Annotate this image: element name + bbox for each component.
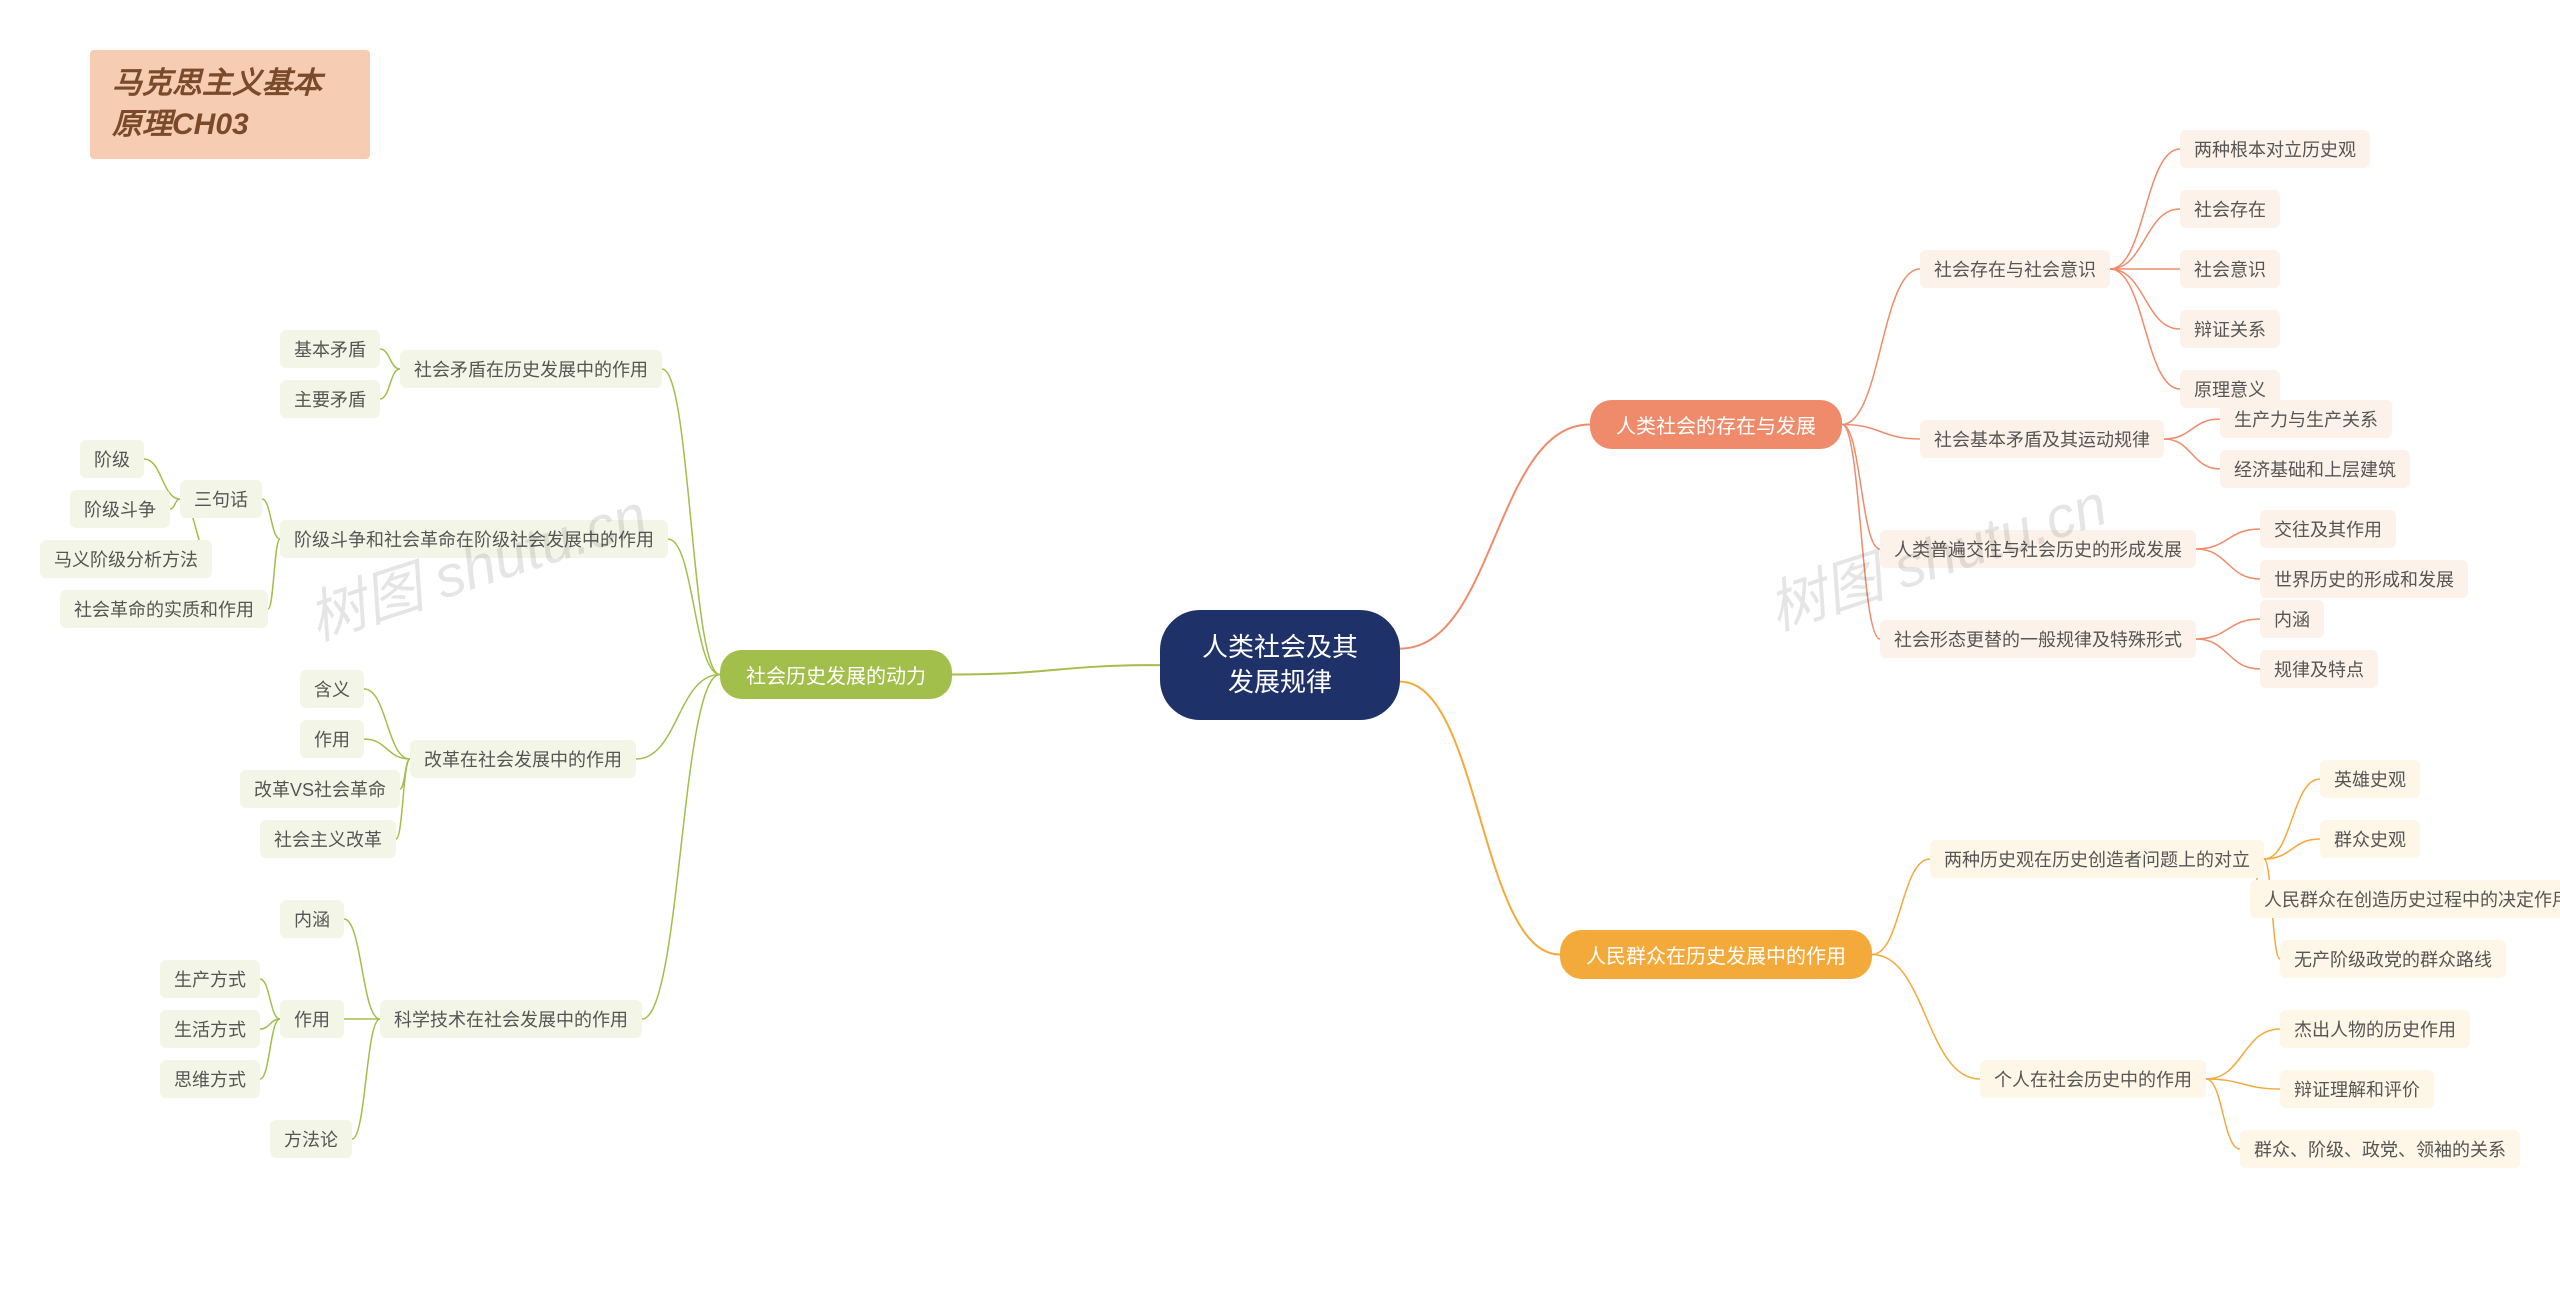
node-人类普遍交往与社会历史的形成发展: 人类普遍交往与社会历史的形成发展 [1880,530,2196,568]
center-node: 人类社会及其发展规律 [1160,610,1400,720]
node-马义阶级分析方法: 马义阶级分析方法 [40,540,212,578]
node-阶级: 阶级 [80,440,144,478]
node-规律及特点: 规律及特点 [2260,650,2378,688]
node-社会矛盾在历史发展中的作用: 社会矛盾在历史发展中的作用 [400,350,662,388]
node-两种根本对立历史观: 两种根本对立历史观 [2180,130,2370,168]
node-内涵: 内涵 [2260,600,2324,638]
node-内涵: 内涵 [280,900,344,938]
node-无产阶级政党的群众路线: 无产阶级政党的群众路线 [2280,940,2506,978]
node-辩证理解和评价: 辩证理解和评价 [2280,1070,2434,1108]
node-生产力与生产关系: 生产力与生产关系 [2220,400,2392,438]
node-经济基础和上层建筑: 经济基础和上层建筑 [2220,450,2410,488]
page-title: 马克思主义基本原理CH03 [90,50,370,159]
node-社会存在: 社会存在 [2180,190,2280,228]
node-阶级斗争: 阶级斗争 [70,490,170,528]
node-交往及其作用: 交往及其作用 [2260,510,2396,548]
node-群众、阶级、政党、领袖的关系: 群众、阶级、政党、领袖的关系 [2240,1130,2520,1168]
branch-b1: 人类社会的存在与发展 [1590,400,1842,449]
node-作用: 作用 [300,720,364,758]
node-生活方式: 生活方式 [160,1010,260,1048]
node-阶级斗争和社会革命在阶级社会发展中的作用: 阶级斗争和社会革命在阶级社会发展中的作用 [280,520,668,558]
node-主要矛盾: 主要矛盾 [280,380,380,418]
node-作用: 作用 [280,1000,344,1038]
node-人民群众在创造历史过程中的决定作用: 人民群众在创造历史过程中的决定作用 [2250,880,2560,918]
node-杰出人物的历史作用: 杰出人物的历史作用 [2280,1010,2470,1048]
watermark-1: 树图 shutu.cn [296,468,656,656]
node-方法论: 方法论 [270,1120,352,1158]
node-社会主义改革: 社会主义改革 [260,820,396,858]
node-世界历史的形成和发展: 世界历史的形成和发展 [2260,560,2468,598]
node-个人在社会历史中的作用: 个人在社会历史中的作用 [1980,1060,2206,1098]
node-社会形态更替的一般规律及特殊形式: 社会形态更替的一般规律及特殊形式 [1880,620,2196,658]
node-英雄史观: 英雄史观 [2320,760,2420,798]
node-群众史观: 群众史观 [2320,820,2420,858]
node-含义: 含义 [300,670,364,708]
branch-b2: 人民群众在历史发展中的作用 [1560,930,1872,979]
node-两种历史观在历史创造者问题上的对立: 两种历史观在历史创造者问题上的对立 [1930,840,2264,878]
branch-b3: 社会历史发展的动力 [720,650,952,699]
node-思维方式: 思维方式 [160,1060,260,1098]
node-改革VS社会革命: 改革VS社会革命 [240,770,400,808]
node-三句话: 三句话 [180,480,262,518]
node-生产方式: 生产方式 [160,960,260,998]
node-社会存在与社会意识: 社会存在与社会意识 [1920,250,2110,288]
node-社会基本矛盾及其运动规律: 社会基本矛盾及其运动规律 [1920,420,2164,458]
node-科学技术在社会发展中的作用: 科学技术在社会发展中的作用 [380,1000,642,1038]
node-社会革命的实质和作用: 社会革命的实质和作用 [60,590,268,628]
node-辩证关系: 辩证关系 [2180,310,2280,348]
node-社会意识: 社会意识 [2180,250,2280,288]
node-改革在社会发展中的作用: 改革在社会发展中的作用 [410,740,636,778]
node-基本矛盾: 基本矛盾 [280,330,380,368]
